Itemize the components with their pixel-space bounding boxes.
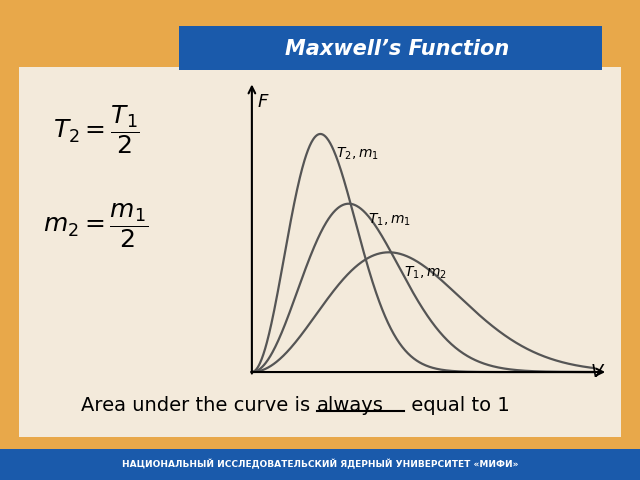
Bar <box>179 26 602 70</box>
Text: $T_1, m_1$: $T_1, m_1$ <box>368 212 411 228</box>
Text: $m_2 = \dfrac{m_1}{2}$: $m_2 = \dfrac{m_1}{2}$ <box>44 202 148 250</box>
Text: Area under the curve is: Area under the curve is <box>81 396 317 415</box>
Text: F: F <box>257 93 268 111</box>
Text: НАЦИОНАЛЬНЫЙ ИССЛЕДОВАТЕЛЬСКИЙ ЯДЕРНЫЙ УНИВЕРСИТЕТ «МИФИ»: НАЦИОНАЛЬНЫЙ ИССЛЕДОВАТЕЛЬСКИЙ ЯДЕРНЫЙ У… <box>122 459 518 469</box>
Text: always: always <box>317 396 383 415</box>
Text: $T_2 = \dfrac{T_1}{2}$: $T_2 = \dfrac{T_1}{2}$ <box>52 104 140 156</box>
Text: Maxwell’s Function: Maxwell’s Function <box>285 39 509 59</box>
Text: $T_2, m_1$: $T_2, m_1$ <box>335 146 378 162</box>
Bar <box>19 67 621 437</box>
Text: equal to 1: equal to 1 <box>405 396 510 415</box>
Text: $T_1, m_2$: $T_1, m_2$ <box>404 264 447 281</box>
Bar <box>0 449 640 480</box>
Text: V: V <box>590 363 603 381</box>
